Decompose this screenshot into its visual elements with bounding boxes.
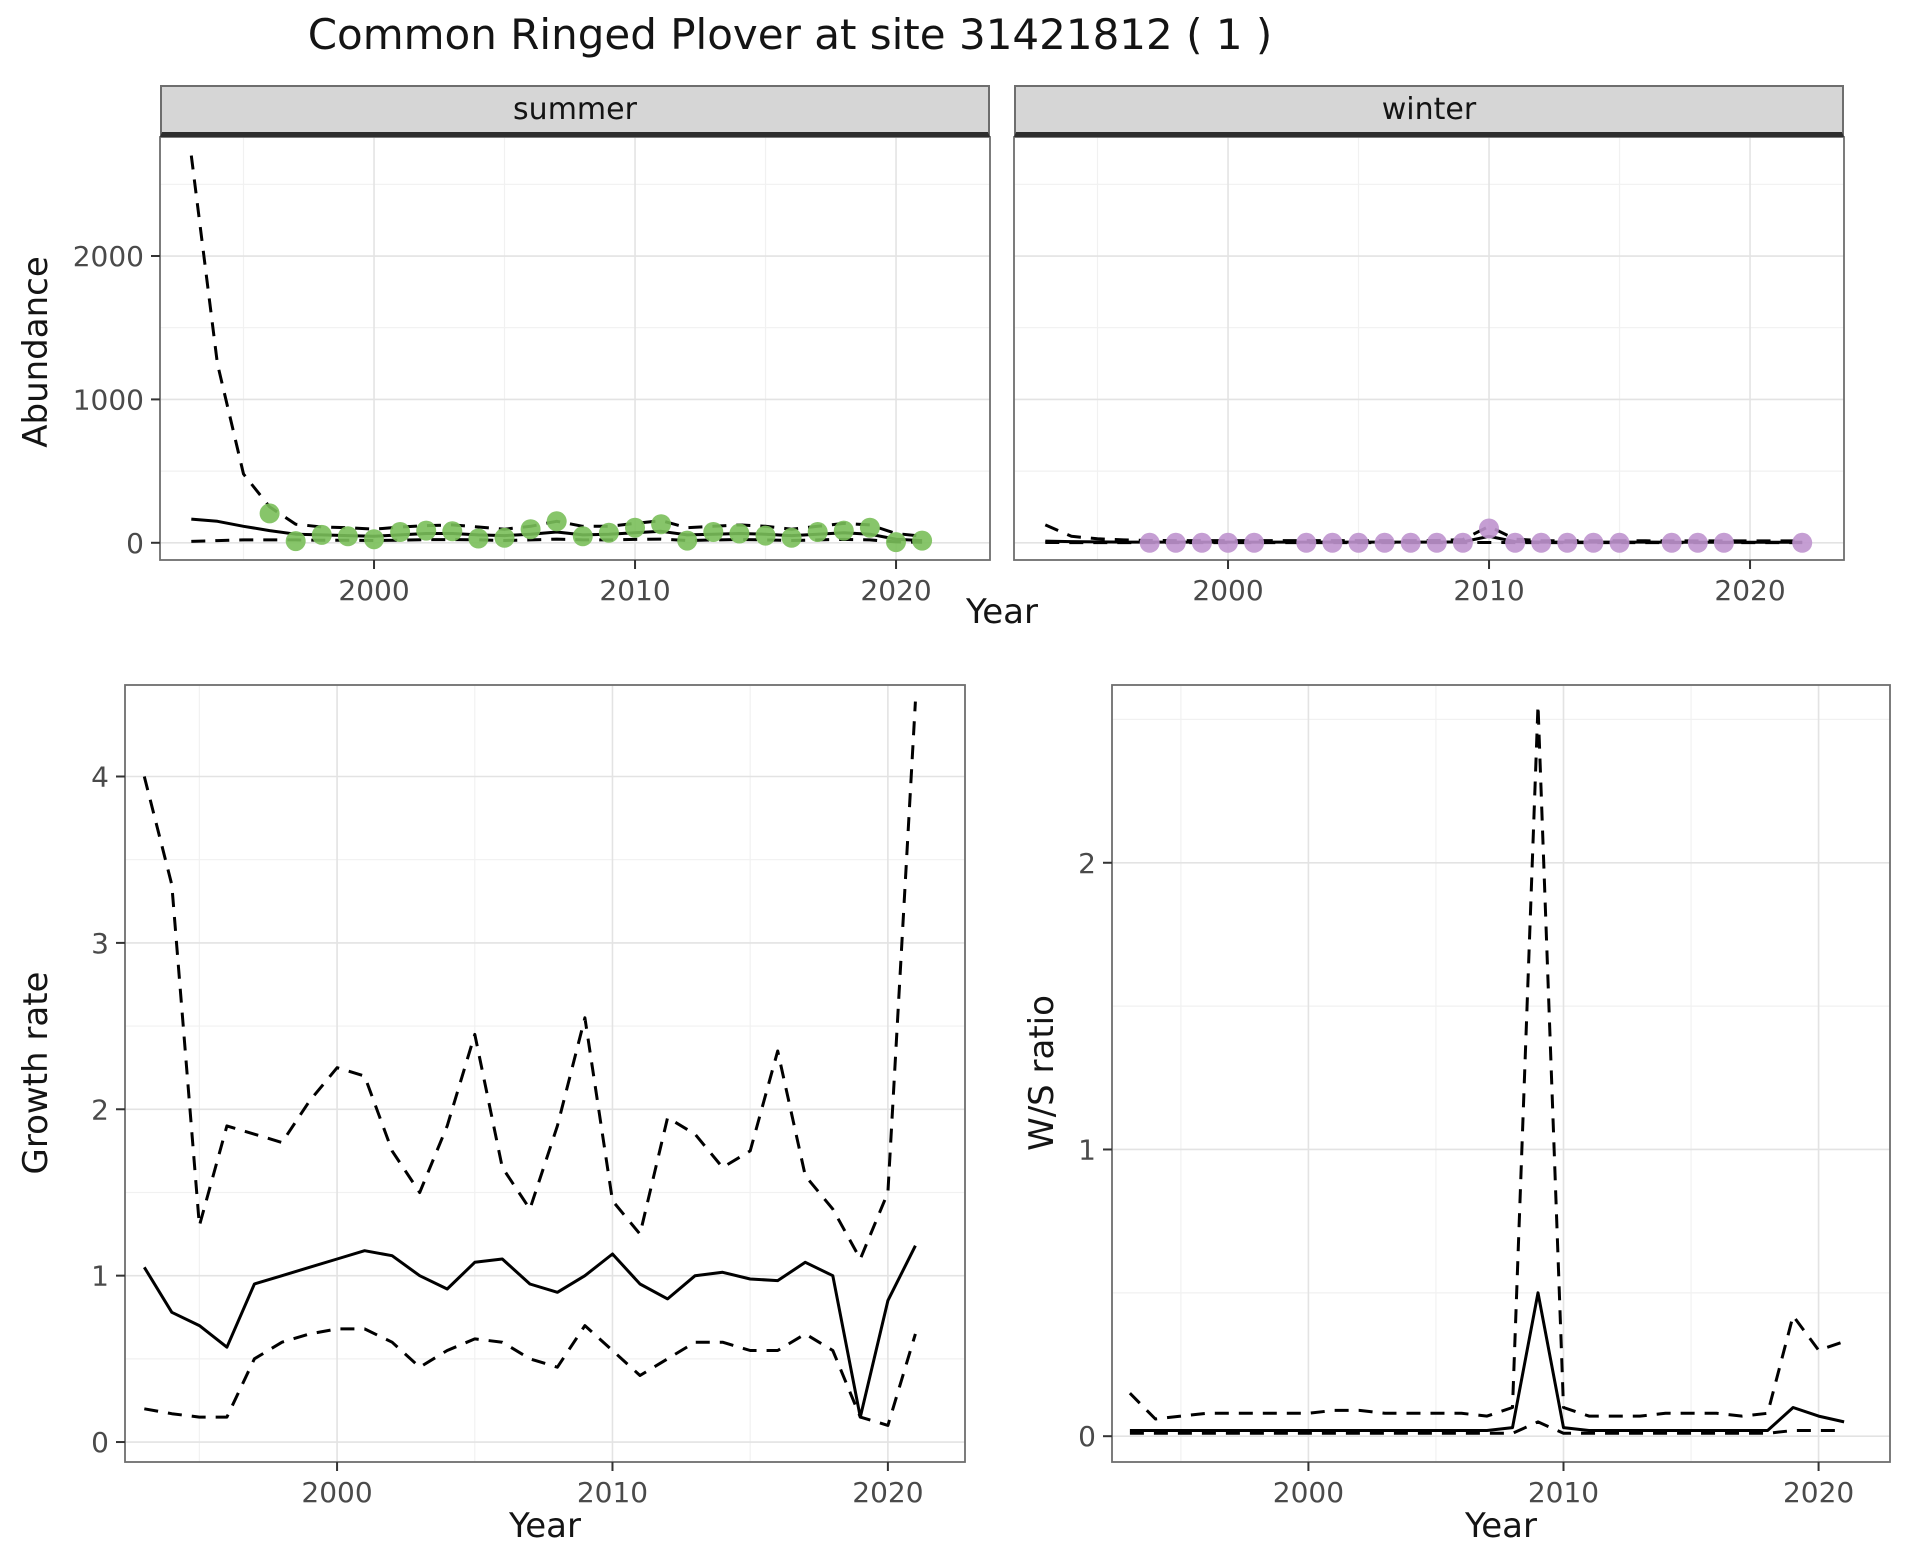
svg-text:2020: 2020 (852, 1476, 923, 1509)
svg-text:3: 3 (91, 927, 109, 960)
growth-rate-x-axis: 2000 2010 2020 (301, 1462, 924, 1509)
ws-ratio-y-axis: 0 1 2 (1078, 847, 1112, 1453)
ws-ratio-grid-major (1112, 685, 1890, 1462)
svg-text:1000: 1000 (73, 383, 144, 416)
panel-abundance-winter: 2000 2010 2020 (1013, 136, 1845, 607)
growth-rate-grid-major (125, 685, 965, 1462)
growth-rate-median (143, 1245, 917, 1419)
growth-rate-grid-minor (125, 685, 965, 1462)
ws-ratio-grid-minor (1112, 685, 1890, 1462)
svg-text:2000: 2000 (1273, 1476, 1344, 1509)
y-axis-label-ws-ratio: W/S ratio (1022, 995, 1062, 1151)
chart-title: Common Ringed Plover at site 31421812 ( … (307, 10, 1273, 59)
facet-strip-winter-label: winter (1381, 92, 1477, 127)
svg-text:0: 0 (91, 1426, 109, 1459)
svg-text:2: 2 (1078, 847, 1096, 880)
abundance-summer-grid-minor (160, 137, 990, 560)
svg-text:2010: 2010 (599, 574, 670, 607)
svg-text:0: 0 (126, 527, 144, 560)
y-axis-label-growth-rate: Growth rate (16, 971, 56, 1175)
abundance-summer-observed-points (259, 503, 933, 553)
svg-text:2010: 2010 (1453, 574, 1524, 607)
growth-rate-y-axis: 0 1 2 3 4 (91, 761, 125, 1459)
x-axis-label-year-ws: Year (1465, 1506, 1537, 1546)
facet-strip-winter: winter (1014, 85, 1844, 137)
svg-text:2020: 2020 (1783, 1476, 1854, 1509)
svg-text:1: 1 (1078, 1133, 1096, 1166)
growth-rate-ci-lower (144, 1324, 917, 1427)
x-axis-label-year-top: Year (966, 592, 1038, 632)
svg-text:4: 4 (91, 761, 109, 794)
svg-text:2000: 2000 (1192, 574, 1263, 607)
svg-text:2020: 2020 (1714, 574, 1785, 607)
y-axis-label-abundance: Abundance (16, 256, 56, 448)
panel-growth-rate: 2000 2010 2020 0 1 2 3 4 (91, 684, 966, 1509)
x-axis-label-year-growth: Year (509, 1506, 581, 1546)
ws-ratio-x-axis: 2000 2010 2020 (1273, 1462, 1854, 1509)
facet-strip-summer: summer (160, 85, 990, 137)
abundance-winter-x-axis: 2000 2010 2020 (1192, 560, 1786, 607)
growth-rate-ci-upper (142, 701, 917, 1261)
svg-text:2010: 2010 (1528, 1476, 1599, 1509)
svg-text:2: 2 (91, 1093, 109, 1126)
facet-strip-summer-label: summer (513, 92, 637, 127)
panel-abundance-summer: 2000 2010 2020 0 1000 2000 (73, 136, 991, 607)
panel-ws-ratio: 2000 2010 2020 0 1 2 (1078, 684, 1891, 1509)
svg-text:1: 1 (91, 1260, 109, 1293)
svg-text:2000: 2000 (338, 574, 409, 607)
svg-text:2010: 2010 (577, 1476, 648, 1509)
abundance-summer-x-axis: 2000 2010 2020 (338, 560, 932, 607)
abundance-winter-observed-points (1139, 518, 1813, 553)
svg-text:2000: 2000 (73, 240, 144, 273)
ws-ratio-ci-upper (1128, 703, 1845, 1421)
abundance-winter-grid-minor (1014, 137, 1844, 560)
svg-text:2000: 2000 (301, 1476, 372, 1509)
svg-text:2020: 2020 (860, 574, 931, 607)
ws-ratio-median (1129, 1291, 1845, 1432)
abundance-summer-y-axis: 0 1000 2000 (73, 240, 160, 560)
svg-text:0: 0 (1078, 1420, 1096, 1453)
